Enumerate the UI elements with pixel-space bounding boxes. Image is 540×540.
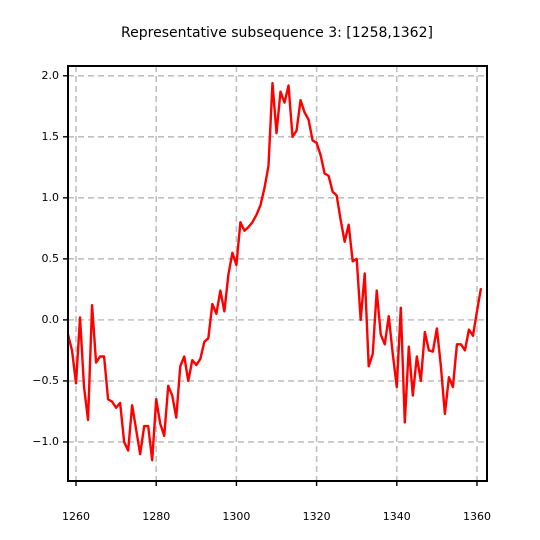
chart-title: Representative subsequence 3: [1258,1362… [121,25,433,41]
y-tick-label: 0.0 [42,313,60,326]
x-tick-label: 1260 [62,510,90,523]
y-tick-label: 1.5 [42,130,60,143]
y-tick-label: 1.0 [42,191,60,204]
y-tick-label: 0.5 [42,252,60,265]
x-tick-label: 1320 [303,510,331,523]
x-tick-label: 1300 [222,510,250,523]
x-tick-label: 1280 [142,510,170,523]
x-tick-label: 1340 [383,510,411,523]
y-tick-label: 2.0 [42,69,60,82]
plot-frame [67,65,488,482]
data-line [66,81,483,462]
x-tick-label: 1360 [463,510,491,523]
y-tick-label: −0.5 [32,374,59,387]
y-tick-label: −1.0 [32,435,59,448]
